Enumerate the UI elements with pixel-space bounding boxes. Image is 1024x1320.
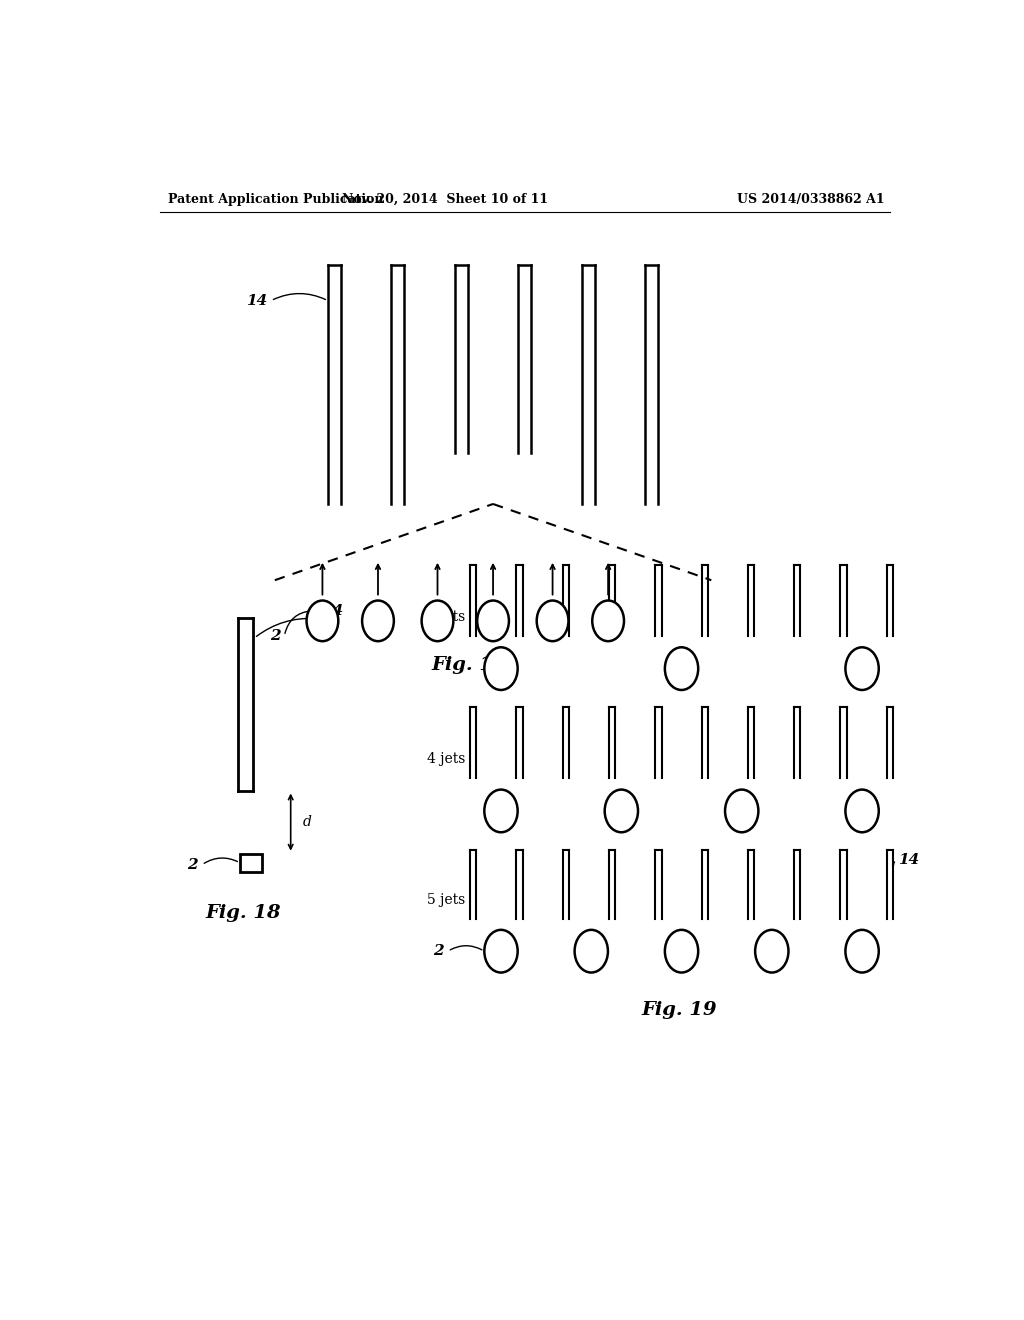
Text: Fig. 19: Fig. 19 <box>642 1001 718 1019</box>
Circle shape <box>605 789 638 833</box>
Circle shape <box>725 789 759 833</box>
Text: 14: 14 <box>898 853 920 867</box>
Circle shape <box>665 929 698 973</box>
Circle shape <box>665 647 698 690</box>
Text: Fig. 17: Fig. 17 <box>431 656 507 673</box>
Circle shape <box>574 929 608 973</box>
Text: Fig. 18: Fig. 18 <box>205 904 281 921</box>
Circle shape <box>306 601 338 642</box>
Circle shape <box>422 601 454 642</box>
Text: Patent Application Publication: Patent Application Publication <box>168 193 383 206</box>
Circle shape <box>755 929 788 973</box>
Text: 14: 14 <box>246 293 267 308</box>
Circle shape <box>846 647 879 690</box>
Text: 14: 14 <box>323 603 344 618</box>
Text: 5 jets: 5 jets <box>427 894 465 907</box>
Circle shape <box>484 929 518 973</box>
Text: 2: 2 <box>187 858 198 871</box>
Circle shape <box>477 601 509 642</box>
Circle shape <box>484 789 518 833</box>
Circle shape <box>484 647 518 690</box>
Circle shape <box>592 601 624 642</box>
Text: Nov. 20, 2014  Sheet 10 of 11: Nov. 20, 2014 Sheet 10 of 11 <box>342 193 549 206</box>
Circle shape <box>846 929 879 973</box>
Text: 2: 2 <box>433 944 443 958</box>
Circle shape <box>846 789 879 833</box>
Text: d: d <box>303 816 311 829</box>
Circle shape <box>362 601 394 642</box>
Bar <box>240 854 262 873</box>
Text: 3 jets: 3 jets <box>427 610 465 624</box>
Text: 4 jets: 4 jets <box>427 752 465 766</box>
Text: 2: 2 <box>269 630 281 643</box>
Text: US 2014/0338862 A1: US 2014/0338862 A1 <box>736 193 885 206</box>
Circle shape <box>537 601 568 642</box>
